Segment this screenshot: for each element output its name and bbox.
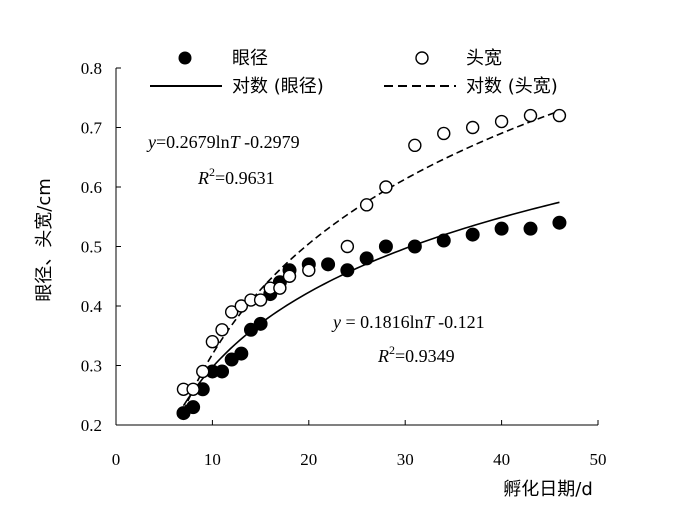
legend-label-head-fit: 对数 (头宽) bbox=[466, 76, 558, 97]
point-head bbox=[215, 323, 229, 337]
x-tick-label: 30 bbox=[397, 450, 414, 469]
point-head bbox=[379, 180, 393, 194]
point-eye bbox=[465, 227, 480, 242]
point-head bbox=[196, 364, 210, 379]
y-ticks: 0.2 0.3 0.4 0.5 0.6 0.7 0.8 bbox=[81, 59, 121, 435]
x-tick-label: 20 bbox=[300, 450, 317, 469]
legend-marker-eye bbox=[178, 51, 192, 65]
y-tick-label: 0.4 bbox=[81, 297, 103, 316]
data-points bbox=[176, 108, 567, 421]
point-head bbox=[282, 269, 297, 283]
y-tick-label: 0.5 bbox=[81, 238, 102, 257]
point-head bbox=[494, 114, 509, 129]
point-eye bbox=[407, 239, 422, 254]
y-tick-label: 0.6 bbox=[81, 178, 102, 197]
x-ticks: 0 10 20 30 40 50 bbox=[112, 420, 607, 469]
point-eye bbox=[552, 215, 567, 230]
annotation-eye-r2: R2=0.9349 bbox=[377, 343, 455, 366]
point-head bbox=[234, 299, 249, 313]
point-head bbox=[186, 382, 200, 396]
x-tick-label: 10 bbox=[204, 450, 221, 469]
point-eye bbox=[321, 257, 336, 272]
x-tick-label: 0 bbox=[112, 450, 121, 469]
annotation-head-equation: y=0.2679lnT -0.2979 bbox=[146, 132, 300, 152]
point-eye bbox=[186, 400, 201, 415]
point-head bbox=[552, 108, 567, 123]
point-eye bbox=[378, 239, 393, 254]
point-head bbox=[224, 305, 239, 319]
y-tick-label: 0.8 bbox=[81, 59, 102, 78]
point-head bbox=[359, 198, 374, 212]
point-eye bbox=[436, 233, 451, 248]
point-head bbox=[408, 138, 422, 153]
point-head bbox=[523, 108, 538, 123]
point-head bbox=[302, 263, 316, 277]
y-axis-title: 眼径、头宽/cm bbox=[34, 178, 55, 302]
x-axis-title: 孵化日期/d bbox=[503, 479, 593, 500]
point-head bbox=[205, 335, 220, 349]
point-head bbox=[273, 281, 287, 295]
point-eye bbox=[215, 364, 230, 379]
legend-marker-head bbox=[415, 51, 429, 65]
y-tick-label: 0.3 bbox=[81, 357, 102, 376]
point-eye bbox=[253, 316, 268, 331]
point-eye bbox=[494, 221, 509, 236]
legend-label-eye: 眼径 bbox=[232, 48, 268, 69]
annotation-head-r2: R2=0.9631 bbox=[197, 165, 275, 188]
annotation-eye-equation: y = 0.1816lnT -0.121 bbox=[331, 312, 485, 332]
point-head bbox=[253, 293, 268, 307]
x-tick-label: 40 bbox=[493, 450, 510, 469]
y-tick-label: 0.7 bbox=[81, 119, 103, 138]
point-eye bbox=[234, 346, 249, 361]
point-eye bbox=[359, 251, 374, 266]
legend-label-head: 头宽 bbox=[466, 48, 502, 69]
legend-label-eye-fit: 对数 (眼径) bbox=[232, 76, 324, 97]
legend: 眼径 头宽 对数 (眼径) 对数 (头宽) bbox=[150, 48, 558, 97]
point-head bbox=[340, 239, 355, 254]
point-head bbox=[437, 126, 451, 141]
x-tick-label: 50 bbox=[590, 450, 607, 469]
point-head bbox=[465, 120, 480, 135]
y-tick-label: 0.2 bbox=[81, 416, 102, 435]
point-eye bbox=[340, 263, 355, 278]
point-eye bbox=[523, 221, 538, 236]
